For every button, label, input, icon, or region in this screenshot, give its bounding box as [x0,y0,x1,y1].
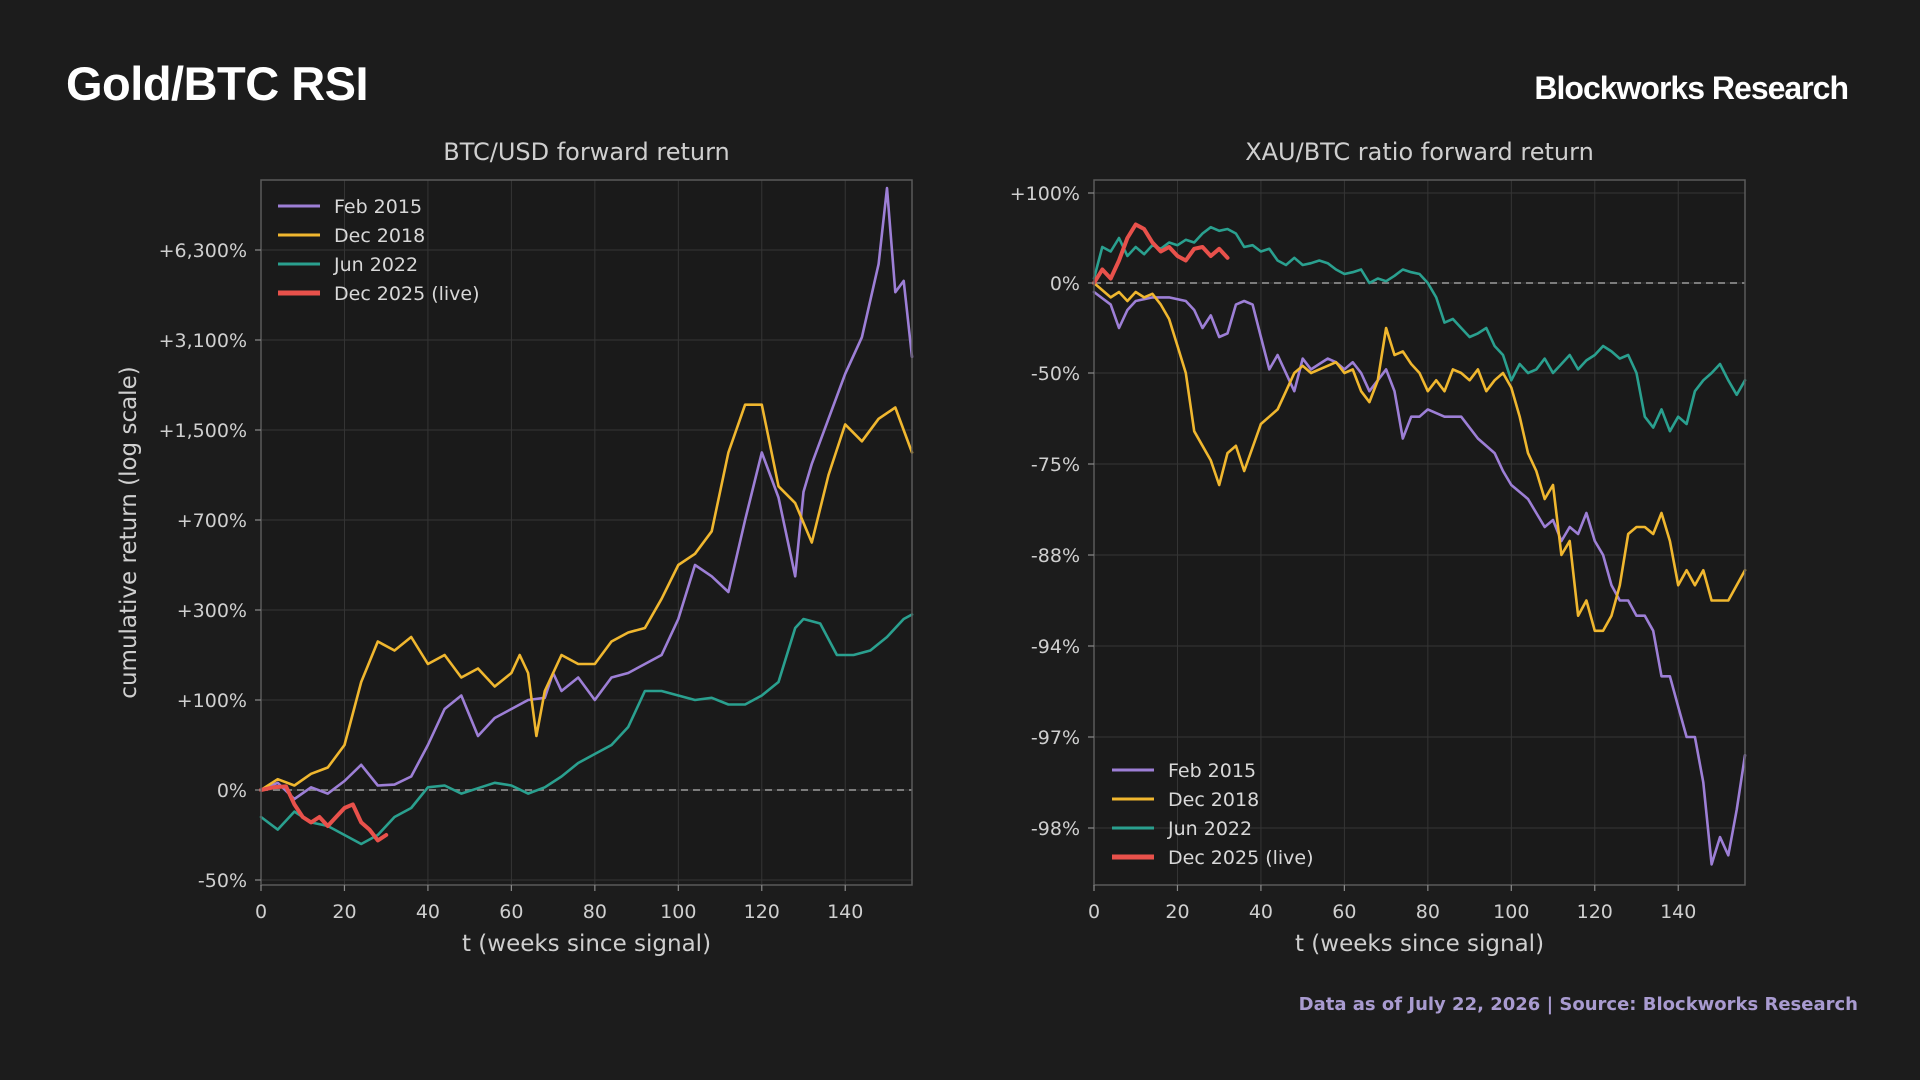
btc-usd-chart: 0 20 40 60 80 100 120 140 -50% 0% +100% +300% +700% +… [116,138,914,957]
x-tick-label: 40 [1249,901,1273,923]
y-tick-label: +1,500% [159,420,247,442]
y-tick-label: -50% [1031,363,1080,385]
series-line-feb-2015 [259,186,914,801]
y-tick-label: +300% [177,600,247,622]
x-tick-label: 80 [1416,901,1440,923]
y-tick-label: -97% [1031,727,1080,749]
y-tick-label: -50% [198,870,247,892]
x-tick-label: 20 [1165,901,1189,923]
x-tick-label: 40 [416,901,440,923]
legend-label: Feb 2015 [334,196,422,218]
legend-label: Jun 2022 [333,254,418,276]
chart-title: XAU/BTC ratio forward return [1245,138,1594,166]
legend-label: Jun 2022 [1167,818,1252,840]
y-tick-label: +100% [1010,183,1080,205]
y-tick-label: +100% [177,690,247,712]
page-title: Gold/BTC RSI [66,57,369,110]
chart-title: BTC/USD forward return [443,138,730,166]
series-line-jun-2022 [259,613,914,846]
xau-btc-chart: 0 20 40 60 80 100 120 140 +100% 0% -50% -75% -88% -94… [1010,138,1747,957]
y-tick-label: +6,300% [159,240,247,262]
source-footer: Data as of July 22, 2026 | Source: Block… [1298,994,1858,1015]
x-tick-label: 120 [744,901,780,923]
x-tick-label: 100 [660,901,696,923]
y-tick-label: +3,100% [159,330,247,352]
legend-label: Dec 2025 (live) [1168,847,1314,869]
y-axis-label: cumulative return (log scale) [116,366,142,698]
legend-label: Feb 2015 [1168,760,1256,782]
plot-area [1094,180,1745,885]
x-tick-label: 140 [827,901,863,923]
legend-label: Dec 2018 [1168,789,1259,811]
x-tick-label: 140 [1660,901,1696,923]
series-line-dec-2025-live- [1092,222,1230,285]
y-tick-label: -94% [1031,636,1080,658]
plot-frame [1093,179,1746,886]
plot-area [261,180,912,885]
x-axis-label: t (weeks since signal) [1295,931,1544,957]
x-tick-label: 80 [583,901,607,923]
series-line-dec-2018 [259,403,914,792]
x-tick-label: 20 [332,901,356,923]
x-axis-label: t (weeks since signal) [462,931,711,957]
x-tick-label: 120 [1577,901,1613,923]
series-line-jun-2022 [1092,225,1747,433]
y-tick-label: -75% [1031,454,1080,476]
series-line-dec-2025-live- [259,784,389,843]
brand-logo: Blockworks Research [1534,70,1849,106]
x-tick-label: 60 [499,901,523,923]
plot-frame [260,179,913,886]
y-tick-label: -98% [1031,818,1080,840]
x-tick-label: 60 [1332,901,1356,923]
x-tick-label: 100 [1493,901,1529,923]
y-tick-label: 0% [217,780,247,802]
y-tick-label: -88% [1031,545,1080,567]
x-tick-label: 0 [1088,901,1100,923]
series-line-feb-2015 [1092,290,1747,866]
y-tick-label: +700% [177,510,247,532]
series-line-dec-2018 [1092,281,1747,633]
x-tick-label: 0 [255,901,267,923]
legend-label: Dec 2018 [334,225,425,247]
legend-label: Dec 2025 (live) [334,283,480,305]
y-tick-label: 0% [1050,273,1080,295]
